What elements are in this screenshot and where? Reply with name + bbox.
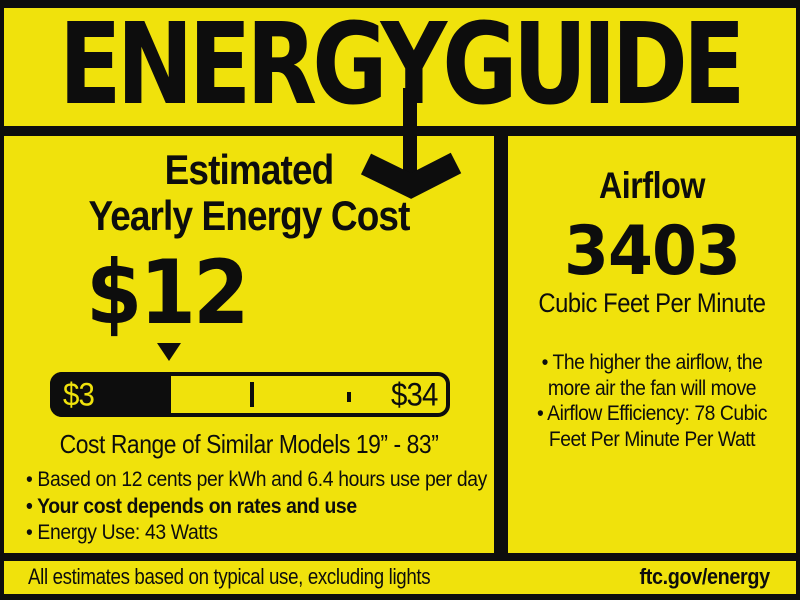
- airflow-notes: The higher the airflow, the more air the…: [520, 350, 785, 452]
- cost-range-bar: $3 $34: [50, 372, 450, 417]
- airflow-unit: Cubic Feet Per Minute: [538, 288, 766, 318]
- airflow-value: 3403: [563, 212, 741, 291]
- cost-range-bar-fill: [50, 372, 171, 417]
- list-item: Energy Use: 43 Watts: [26, 519, 494, 546]
- list-item: Based on 12 cents per kWh and 6.4 hours …: [26, 466, 494, 493]
- heading-line-2: Yearly Energy Cost: [88, 192, 410, 239]
- cost-range-caption: Cost Range of Similar Models 19” - 83”: [59, 429, 439, 459]
- airflow-panel: [508, 136, 796, 553]
- list-item: Your cost depends on rates and use: [26, 493, 494, 520]
- cost-pointer-icon: [157, 343, 181, 361]
- footer-note: All estimates based on typical use, excl…: [28, 564, 431, 589]
- footer-band: [4, 561, 796, 594]
- list-item: The higher the airflow, the more air the…: [527, 350, 777, 401]
- page-title: ENERGYGUIDE: [59, 0, 746, 130]
- airflow-heading: Airflow: [598, 165, 706, 206]
- title-band: [4, 8, 796, 126]
- down-arrow-icon: [360, 88, 462, 199]
- energy-cost-heading: Estimated Yearly Energy Cost: [33, 147, 464, 239]
- energyguide-logotype: ENERGYGUIDE: [4, 8, 796, 126]
- list-item: Airflow Efficiency: 78 Cubic Feet Per Mi…: [527, 401, 777, 452]
- range-max-label: $34: [390, 376, 438, 412]
- range-tick-short-icon: [347, 392, 351, 402]
- energy-cost-notes: Based on 12 cents per kWh and 6.4 hours …: [26, 466, 494, 546]
- heading-line-1: Estimated: [164, 146, 335, 193]
- range-min-label: $3: [63, 376, 95, 412]
- estimated-cost-value: $12: [86, 241, 249, 344]
- range-tick-tall-icon: [250, 382, 254, 407]
- ftc-url: ftc.gov/energy: [639, 564, 771, 589]
